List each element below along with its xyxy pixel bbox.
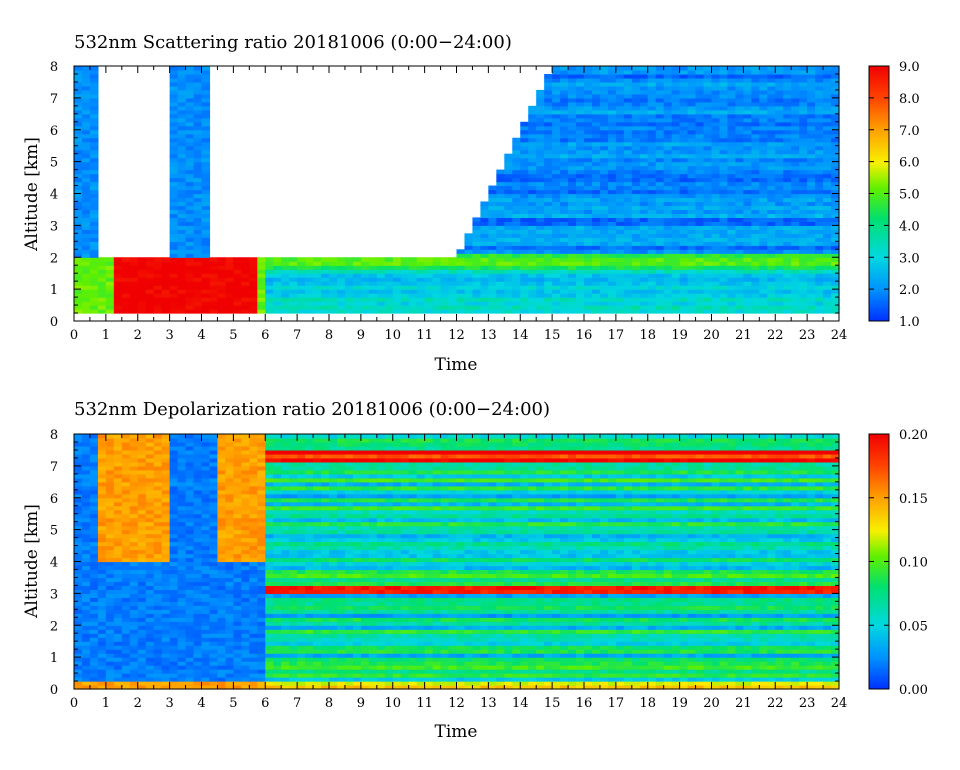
y-tick-label: 0 — [50, 315, 58, 330]
x-tick-label: 7 — [293, 696, 301, 711]
y-tick-label: 0 — [50, 683, 58, 698]
colorbar-tick-label: 3.0 — [899, 251, 920, 266]
colorbar-tick-label: 1.0 — [899, 315, 920, 330]
colorbar-tick-label: 0.00 — [899, 683, 928, 698]
x-tick-label: 6 — [261, 696, 269, 711]
colorbar-tick-label: 9.0 — [899, 60, 920, 75]
x-tick-label: 4 — [197, 696, 205, 711]
x-tick-label: 22 — [767, 328, 784, 343]
y-tick-label: 4 — [50, 188, 58, 203]
y-tick-label: 3 — [50, 219, 58, 234]
x-tick-label: 5 — [229, 696, 237, 711]
x-tick-label: 1 — [102, 328, 110, 343]
colorbar-tick-label: 4.0 — [899, 219, 920, 234]
x-tick-label: 19 — [671, 696, 688, 711]
colorbar-tick-label: 7.0 — [899, 124, 920, 139]
y-tick-label: 2 — [50, 251, 58, 266]
x-tick-label: 18 — [639, 696, 656, 711]
y-tick-label: 6 — [50, 124, 58, 139]
x-tick-label: 10 — [384, 696, 401, 711]
x-tick-label: 8 — [325, 328, 333, 343]
depolarization-ratio-panel: 532nm Depolarization ratio 20181006 (0:0… — [22, 399, 928, 742]
x-tick-label: 15 — [544, 696, 561, 711]
x-tick-label: 0 — [70, 696, 78, 711]
x-tick-label: 24 — [831, 328, 848, 343]
y-tick-label: 5 — [50, 156, 58, 171]
y-tick-label: 1 — [50, 651, 58, 666]
y-tick-label: 8 — [50, 60, 58, 75]
plot-area: 0 1 2 3 4 5 6 7 8 9 10 11 12 13 14 15 16 17 18 19 20 21 22 23 24… — [50, 60, 847, 343]
x-tick-label: 0 — [70, 328, 78, 343]
x-tick-label: 20 — [703, 328, 720, 343]
heatmap-cells — [74, 66, 840, 314]
x-tick-label: 16 — [576, 328, 593, 343]
y-tick-label: 7 — [50, 92, 58, 107]
x-tick-label: 11 — [416, 328, 433, 343]
chart-title: 532nm Scattering ratio 20181006 (0:00−24… — [74, 32, 512, 53]
scattering-ratio-panel: 532nm Scattering ratio 20181006 (0:00−24… — [22, 32, 920, 375]
x-tick-label: 21 — [735, 328, 752, 343]
y-tick-label: 2 — [50, 619, 58, 634]
x-tick-label: 12 — [448, 696, 465, 711]
colorbar-tick-label: 0.10 — [899, 556, 928, 571]
y-tick-label: 4 — [50, 556, 58, 571]
x-tick-label: 9 — [357, 696, 365, 711]
y-tick-label: 6 — [50, 492, 58, 507]
colorbar-tick-label: 0.15 — [899, 492, 928, 507]
heatmap-cells — [74, 434, 840, 690]
colorbar: 0.00 0.05 0.10 0.15 0.20 — [868, 428, 928, 698]
colorbar-tick-label: 0.20 — [899, 428, 928, 443]
x-tick-label: 3 — [165, 328, 173, 343]
x-tick-label: 15 — [544, 328, 561, 343]
colorbar-tick-label: 6.0 — [899, 156, 920, 171]
x-tick-label: 6 — [261, 328, 269, 343]
colorbar-tick-label: 5.0 — [899, 188, 920, 203]
plot-area: 0 1 2 3 4 5 6 7 8 9 10 11 12 13 14 15 16 17 18 19 20 21 22 23 24… — [50, 428, 847, 711]
x-tick-label: 7 — [293, 328, 301, 343]
x-tick-label: 17 — [608, 328, 625, 343]
x-tick-label: 5 — [229, 328, 237, 343]
x-tick-label: 14 — [512, 696, 529, 711]
x-tick-label: 20 — [703, 696, 720, 711]
x-tick-label: 1 — [102, 696, 110, 711]
x-axis-label: Time — [435, 722, 478, 742]
x-tick-label: 11 — [416, 696, 433, 711]
x-tick-label: 8 — [325, 696, 333, 711]
x-tick-label: 13 — [480, 696, 497, 711]
x-tick-label: 23 — [799, 696, 816, 711]
colorbar-tick-label: 2.0 — [899, 283, 920, 298]
y-tick-label: 1 — [50, 283, 58, 298]
x-tick-label: 9 — [357, 328, 365, 343]
x-tick-label: 4 — [197, 328, 205, 343]
x-tick-label: 22 — [767, 696, 784, 711]
y-tick-label: 7 — [50, 460, 58, 475]
x-tick-label: 13 — [480, 328, 497, 343]
y-axis-label: Altitude [km] — [22, 137, 42, 252]
x-tick-label: 2 — [134, 696, 142, 711]
x-tick-label: 10 — [384, 328, 401, 343]
chart-title: 532nm Depolarization ratio 20181006 (0:0… — [74, 399, 550, 420]
x-tick-label: 19 — [671, 328, 688, 343]
y-axis-label: Altitude [km] — [22, 504, 42, 619]
x-tick-label: 17 — [608, 696, 625, 711]
y-tick-label: 8 — [50, 428, 58, 443]
colorbar-tick-label: 0.05 — [899, 619, 928, 634]
y-tick-label: 5 — [50, 524, 58, 539]
x-axis-label: Time — [435, 355, 478, 375]
x-tick-label: 3 — [165, 696, 173, 711]
x-tick-label: 12 — [448, 328, 465, 343]
colorbar-tick-label: 8.0 — [899, 92, 920, 107]
x-tick-label: 14 — [512, 328, 529, 343]
y-tick-label: 3 — [50, 587, 58, 602]
x-tick-label: 2 — [134, 328, 142, 343]
x-tick-label: 24 — [831, 696, 848, 711]
colorbar: 1.0 2.0 3.0 4.0 5.0 6.0 7.0 8.0 9.0 — [868, 60, 920, 330]
x-tick-label: 21 — [735, 696, 752, 711]
x-tick-label: 16 — [576, 696, 593, 711]
x-tick-label: 23 — [799, 328, 816, 343]
x-tick-label: 18 — [639, 328, 656, 343]
